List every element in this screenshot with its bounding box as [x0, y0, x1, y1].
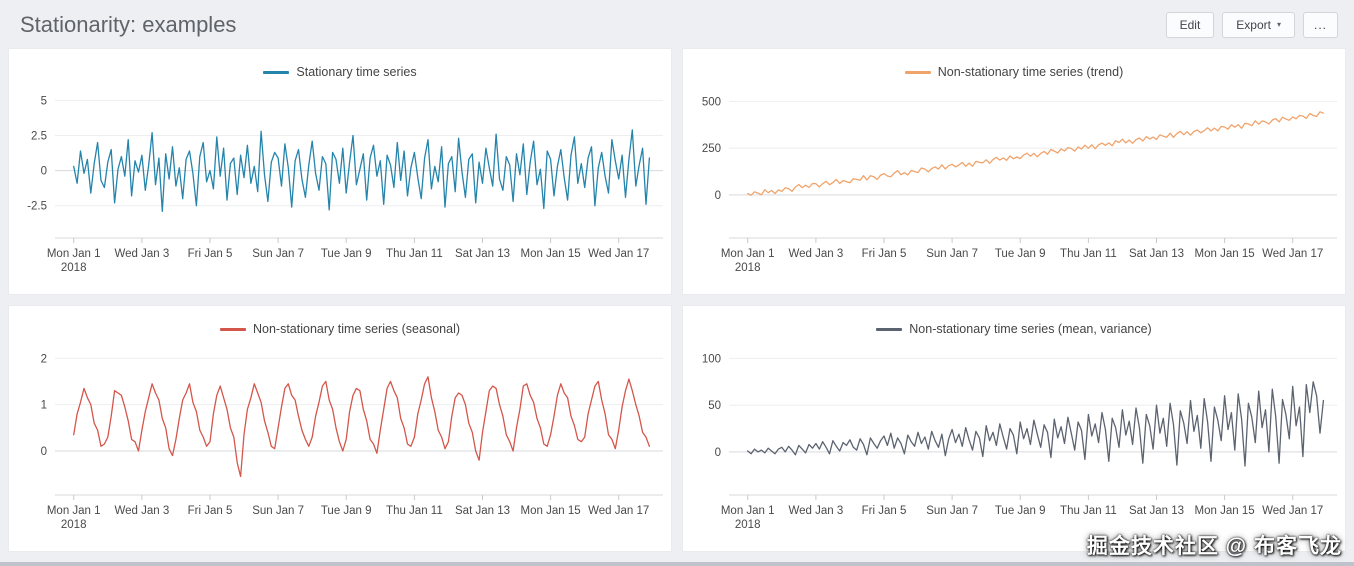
y-tick-label: 0 — [41, 166, 47, 178]
x-tick-label: Sat Jan 13 — [1129, 505, 1184, 517]
y-tick-label: 250 — [702, 143, 721, 155]
chart-legend[interactable]: Non-stationary time series (seasonal) — [9, 306, 671, 339]
x-tick-label: Sat Jan 13 — [1129, 248, 1184, 260]
x-tick-label: Fri Jan 5 — [862, 248, 907, 260]
x-tick-label: Mon Jan 1 — [47, 505, 101, 517]
export-button[interactable]: Export ▾ — [1222, 11, 1295, 39]
x-tick-sublabel: 2018 — [735, 262, 761, 274]
x-tick-label: Mon Jan 1 — [721, 248, 775, 260]
x-tick-label: Wed Jan 3 — [115, 248, 170, 260]
x-tick-label: Tue Jan 9 — [321, 248, 372, 260]
x-tick-label: Thu Jan 11 — [386, 505, 443, 517]
x-tick-sublabel: 2018 — [61, 262, 87, 274]
x-tick-label: Wed Jan 17 — [588, 248, 649, 260]
y-tick-label: 2.5 — [31, 131, 47, 143]
bottom-edge-strip — [0, 562, 1354, 566]
chart-card-trend: Non-stationary time series (trend) 500 25… — [682, 48, 1346, 295]
x-tick-label: Mon Jan 1 — [721, 505, 775, 517]
legend-label: Stationary time series — [296, 65, 417, 79]
x-tick-label: Mon Jan 15 — [1195, 248, 1255, 260]
header: Stationarity: examples Edit Export ▾ ... — [0, 0, 1354, 48]
x-tick-label: Tue Jan 9 — [321, 505, 372, 517]
x-tick-label: Tue Jan 9 — [995, 248, 1046, 260]
series-line[interactable] — [747, 381, 1325, 467]
x-tick-label: Tue Jan 9 — [995, 505, 1046, 517]
x-tick-label: Mon Jan 1 — [47, 248, 101, 260]
chart-legend[interactable]: Non-stationary time series (trend) — [683, 49, 1345, 82]
legend-line-swatch — [876, 327, 903, 331]
x-tick-label: Wed Jan 3 — [115, 505, 170, 517]
chart-card-mean-variance: Non-stationary time series (mean, varian… — [682, 305, 1346, 552]
x-tick-label: Mon Jan 15 — [1195, 505, 1255, 517]
y-tick-label: 50 — [708, 400, 721, 412]
plot-area[interactable]: 500 250 0 Mon Jan 1 2018 Wed Jan 3 Fri Jan 5 Su… — [683, 82, 1345, 290]
legend-label: Non-stationary time series (seasonal) — [252, 322, 461, 336]
x-tick-label: Wed Jan 17 — [1262, 505, 1323, 517]
x-tick-label: Sun Jan 7 — [926, 248, 978, 260]
page-title: Stationarity: examples — [20, 12, 237, 37]
chart-legend[interactable]: Non-stationary time series (mean, varian… — [683, 306, 1345, 339]
x-tick-label: Sat Jan 13 — [455, 505, 510, 517]
x-tick-sublabel: 2018 — [735, 519, 761, 531]
x-tick-label: Sun Jan 7 — [252, 505, 304, 517]
more-options-button[interactable]: ... — [1302, 11, 1338, 39]
x-tick-label: Fri Jan 5 — [188, 505, 233, 517]
x-tick-label: Sun Jan 7 — [926, 505, 978, 517]
x-tick-label: Fri Jan 5 — [862, 505, 907, 517]
x-tick-label: Sun Jan 7 — [252, 248, 304, 260]
x-tick-label: Thu Jan 11 — [1060, 505, 1117, 517]
chart-legend[interactable]: Stationary time series — [9, 49, 671, 82]
series-line[interactable] — [73, 376, 651, 478]
edit-button[interactable]: Edit — [1165, 11, 1215, 39]
x-tick-label: Mon Jan 15 — [521, 248, 581, 260]
y-tick-label: -2.5 — [27, 201, 47, 213]
chart-card-stationary: Stationary time series 5 2.5 0 -2.5 Mon Jan … — [8, 48, 672, 295]
chevron-down-icon: ▾ — [1276, 19, 1281, 29]
x-tick-sublabel: 2018 — [61, 519, 87, 531]
plot-area[interactable]: 100 50 0 Mon Jan 1 2018 Wed Jan 3 Fri Jan 5 Sun… — [683, 339, 1345, 547]
x-tick-label: Mon Jan 15 — [521, 505, 581, 517]
y-tick-label: 0 — [41, 446, 47, 458]
legend-line-swatch — [263, 70, 290, 74]
y-tick-label: 2 — [41, 353, 47, 365]
charts-grid: Stationary time series 5 2.5 0 -2.5 Mon Jan … — [0, 48, 1354, 552]
x-tick-label: Wed Jan 17 — [1262, 248, 1323, 260]
toolbar: Edit Export ▾ ... — [1165, 11, 1338, 39]
x-tick-label: Wed Jan 3 — [789, 505, 844, 517]
series-line[interactable] — [73, 129, 651, 212]
x-tick-label: Sat Jan 13 — [455, 248, 510, 260]
x-tick-label: Wed Jan 17 — [588, 505, 649, 517]
y-tick-label: 1 — [41, 400, 47, 412]
legend-label: Non-stationary time series (mean, varian… — [909, 322, 1152, 336]
series-line[interactable] — [747, 111, 1325, 196]
y-tick-label: 500 — [702, 96, 721, 108]
y-tick-label: 5 — [41, 95, 47, 107]
y-tick-label: 0 — [715, 447, 721, 459]
plot-area[interactable]: 2 1 0 Mon Jan 1 2018 Wed Jan 3 Fri Jan 5 Sun Ja… — [9, 339, 671, 547]
x-tick-label: Fri Jan 5 — [188, 248, 233, 260]
legend-label: Non-stationary time series (trend) — [937, 65, 1124, 79]
legend-line-swatch — [904, 70, 931, 74]
legend-line-swatch — [219, 327, 246, 331]
y-tick-label: 0 — [715, 190, 721, 202]
x-tick-label: Thu Jan 11 — [386, 248, 443, 260]
x-tick-label: Thu Jan 11 — [1060, 248, 1117, 260]
plot-area[interactable]: 5 2.5 0 -2.5 Mon Jan 1 2018 Wed Jan 3 Fri Jan 5… — [9, 82, 671, 290]
export-button-label: Export — [1236, 17, 1271, 32]
x-tick-label: Wed Jan 3 — [789, 248, 844, 260]
chart-card-seasonal: Non-stationary time series (seasonal) 2 1… — [8, 305, 672, 552]
y-tick-label: 100 — [702, 353, 721, 365]
